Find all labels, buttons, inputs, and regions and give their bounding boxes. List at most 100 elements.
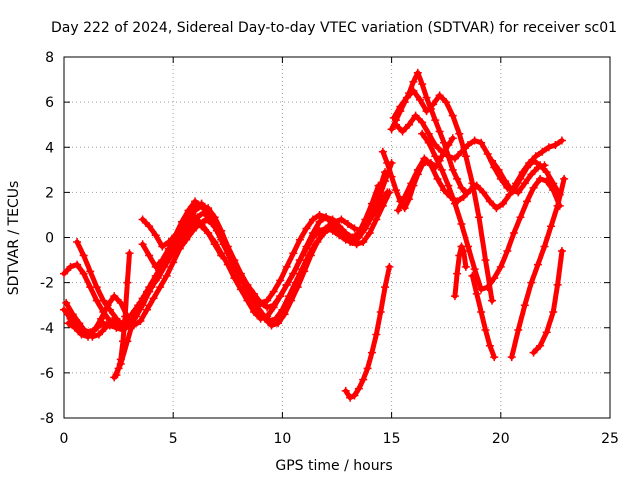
data-point-marker [385,262,394,271]
data-point-marker [424,138,433,147]
data-point-marker [350,391,359,400]
data-point-marker [557,247,566,256]
data-point-marker [149,294,158,303]
data-point-marker [60,269,68,278]
data-point-marker [346,393,355,402]
series-track-17 [507,174,569,362]
data-point-marker [477,285,486,294]
data-point-marker [494,165,503,174]
data-point-marker [184,206,193,215]
data-point-marker [346,238,355,247]
data-point-marker [188,226,197,235]
data-point-marker [79,251,88,260]
data-point-marker [276,292,285,301]
data-point-marker [540,242,549,251]
data-point-marker [457,219,466,228]
data-point-marker [507,186,516,195]
data-point-marker [64,319,73,328]
data-point-marker [315,210,324,219]
data-point-marker [75,319,84,328]
data-point-marker [485,341,494,350]
data-point-marker [103,301,112,310]
data-point-marker [385,188,394,197]
data-point-marker [66,262,75,271]
data-point-marker [544,143,553,152]
data-point-marker [444,152,453,161]
data-point-marker [354,384,363,393]
y-tick-label: 8 [45,50,54,66]
data-point-marker [337,215,346,224]
data-point-marker [269,287,278,296]
data-point-marker [549,186,558,195]
data-point-marker [142,305,151,314]
data-point-marker [383,159,392,168]
data-point-marker [378,201,387,210]
data-point-marker [125,249,134,258]
data-point-marker [453,174,462,183]
data-point-marker [191,213,200,222]
data-point-marker [70,323,79,332]
data-point-marker [440,147,449,156]
data-point-marker [84,332,93,341]
y-tick-label: 2 [45,185,54,201]
data-point-marker [457,183,466,192]
data-point-marker [339,233,348,242]
data-point-marker [527,170,536,179]
data-point-marker [374,181,383,190]
data-point-marker [437,165,446,174]
data-point-marker [326,224,335,233]
data-point-marker [538,147,547,156]
data-point-marker [394,206,403,215]
data-point-marker [433,174,442,183]
y-tick-label: 0 [45,231,54,247]
data-point-marker [457,242,466,251]
data-point-marker [481,256,490,265]
data-point-marker [164,244,173,253]
data-point-marker [396,102,405,111]
data-point-marker [481,326,490,335]
data-point-marker [359,238,368,247]
data-point-marker [341,386,350,395]
data-point-marker [418,80,427,89]
data-point-marker [509,228,518,237]
data-point-marker [479,188,488,197]
data-point-marker [97,314,106,323]
series-track-15 [450,242,470,301]
data-point-marker [73,238,82,247]
data-point-marker [367,199,376,208]
data-point-marker [470,136,479,145]
data-point-marker [295,256,304,265]
data-point-marker [361,215,370,224]
data-point-marker [492,204,501,213]
data-point-marker [359,375,368,384]
data-point-marker [391,186,400,195]
data-point-marker [68,310,77,319]
data-point-marker [501,177,510,186]
data-point-marker [461,262,470,271]
data-point-marker [435,156,444,165]
data-point-marker [483,283,492,292]
data-point-marker [483,150,492,159]
y-tick-label: -6 [40,366,54,382]
series-track-08 [138,213,226,260]
data-point-marker [92,296,101,305]
data-point-marker [444,140,453,149]
data-point-marker [230,262,239,271]
data-point-marker [162,271,171,280]
data-point-marker [547,222,556,231]
data-point-marker [302,242,311,251]
data-point-marker [409,181,418,190]
data-point-marker [282,280,291,289]
data-point-marker [411,111,420,120]
data-point-marker [553,201,562,210]
data-point-marker [551,140,560,149]
data-point-marker [156,283,165,292]
data-point-marker [520,301,529,310]
data-point-marker [536,341,545,350]
data-point-marker [422,156,431,165]
data-point-marker [542,328,551,337]
data-point-marker [267,321,276,330]
data-point-marker [250,307,259,316]
data-point-marker [514,188,523,197]
data-point-marker [398,127,407,136]
